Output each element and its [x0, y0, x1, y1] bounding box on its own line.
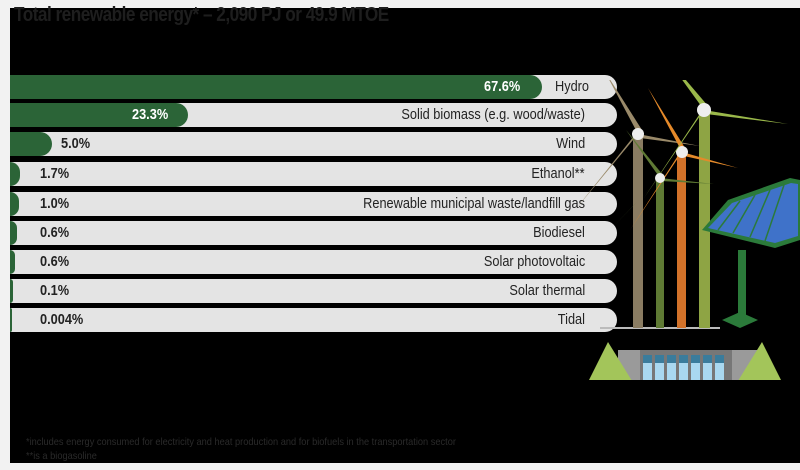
- bar-fill: [10, 279, 13, 303]
- turbine-tan-blades-icon: [575, 80, 700, 210]
- bar-percent: 0.1%: [40, 282, 70, 299]
- bar-percent: 0.6%: [40, 253, 70, 270]
- turbine-olive-tower: [656, 178, 664, 328]
- chart-title: Total renewable energy* – 2,090 PJ or 49…: [14, 4, 389, 26]
- turbine-orange-blades-icon: [630, 88, 738, 230]
- bar-fill: [10, 132, 52, 156]
- bar-label: Wind: [555, 135, 585, 152]
- bar-percent: 1.0%: [40, 195, 70, 212]
- bar-label: Ethanol**: [531, 165, 585, 182]
- bar-fill: [10, 221, 17, 245]
- footnote-2: **is a biogasoline: [26, 450, 97, 462]
- bar-label: Biodiesel: [533, 224, 585, 241]
- turbine-olive-blades-icon: [610, 130, 714, 230]
- hydro-dam-icon: [589, 342, 781, 380]
- bar-percent: 0.004%: [40, 311, 84, 328]
- turbine-green-tower: [699, 110, 710, 328]
- turbine-tan-tower: [633, 134, 643, 328]
- bar-percent: 67.6%: [484, 78, 521, 95]
- bar-row: 5.0% Wind: [10, 132, 617, 156]
- turbine-orange-tower: [677, 152, 686, 328]
- bar-label: Hydro: [555, 78, 590, 95]
- bar-row: 0.6% Solar photovoltaic: [10, 250, 617, 274]
- bar-percent: 23.3%: [132, 106, 169, 123]
- solar-panel-icon: [702, 178, 800, 328]
- bar-row: 0.1% Solar thermal: [10, 279, 617, 303]
- bar-label: Tidal: [557, 311, 585, 328]
- bar-label: Renewable municipal waste/landfill gas: [363, 195, 585, 212]
- bar-row: 0.6% Biodiesel: [10, 221, 617, 245]
- footnote-1: *includes energy consumed for electricit…: [26, 436, 456, 448]
- bar-row: 67.6% Hydro: [10, 75, 617, 99]
- bar-percent: 5.0%: [61, 135, 91, 152]
- renewable-illustration: [575, 80, 800, 380]
- bar-fill: [10, 192, 19, 216]
- bar-fill: [10, 250, 15, 274]
- bar-fill: [10, 308, 12, 332]
- bar-row: 1.7% Ethanol**: [10, 162, 617, 186]
- bar-row: 23.3% Solid biomass (e.g. wood/waste): [10, 103, 617, 127]
- bar-fill: [10, 75, 542, 99]
- bar-percent: 1.7%: [40, 165, 70, 182]
- bar-row: 0.004% Tidal: [10, 308, 617, 332]
- bar-label: Solar thermal: [509, 282, 585, 299]
- bar-fill: [10, 162, 20, 186]
- bar-label: Solid biomass (e.g. wood/waste): [401, 106, 585, 123]
- bar-label: Solar photovoltaic: [483, 253, 585, 270]
- bar-fill: [10, 103, 188, 127]
- bar-row: 1.0% Renewable municipal waste/landfill g…: [10, 192, 617, 216]
- bar-percent: 0.6%: [40, 224, 70, 241]
